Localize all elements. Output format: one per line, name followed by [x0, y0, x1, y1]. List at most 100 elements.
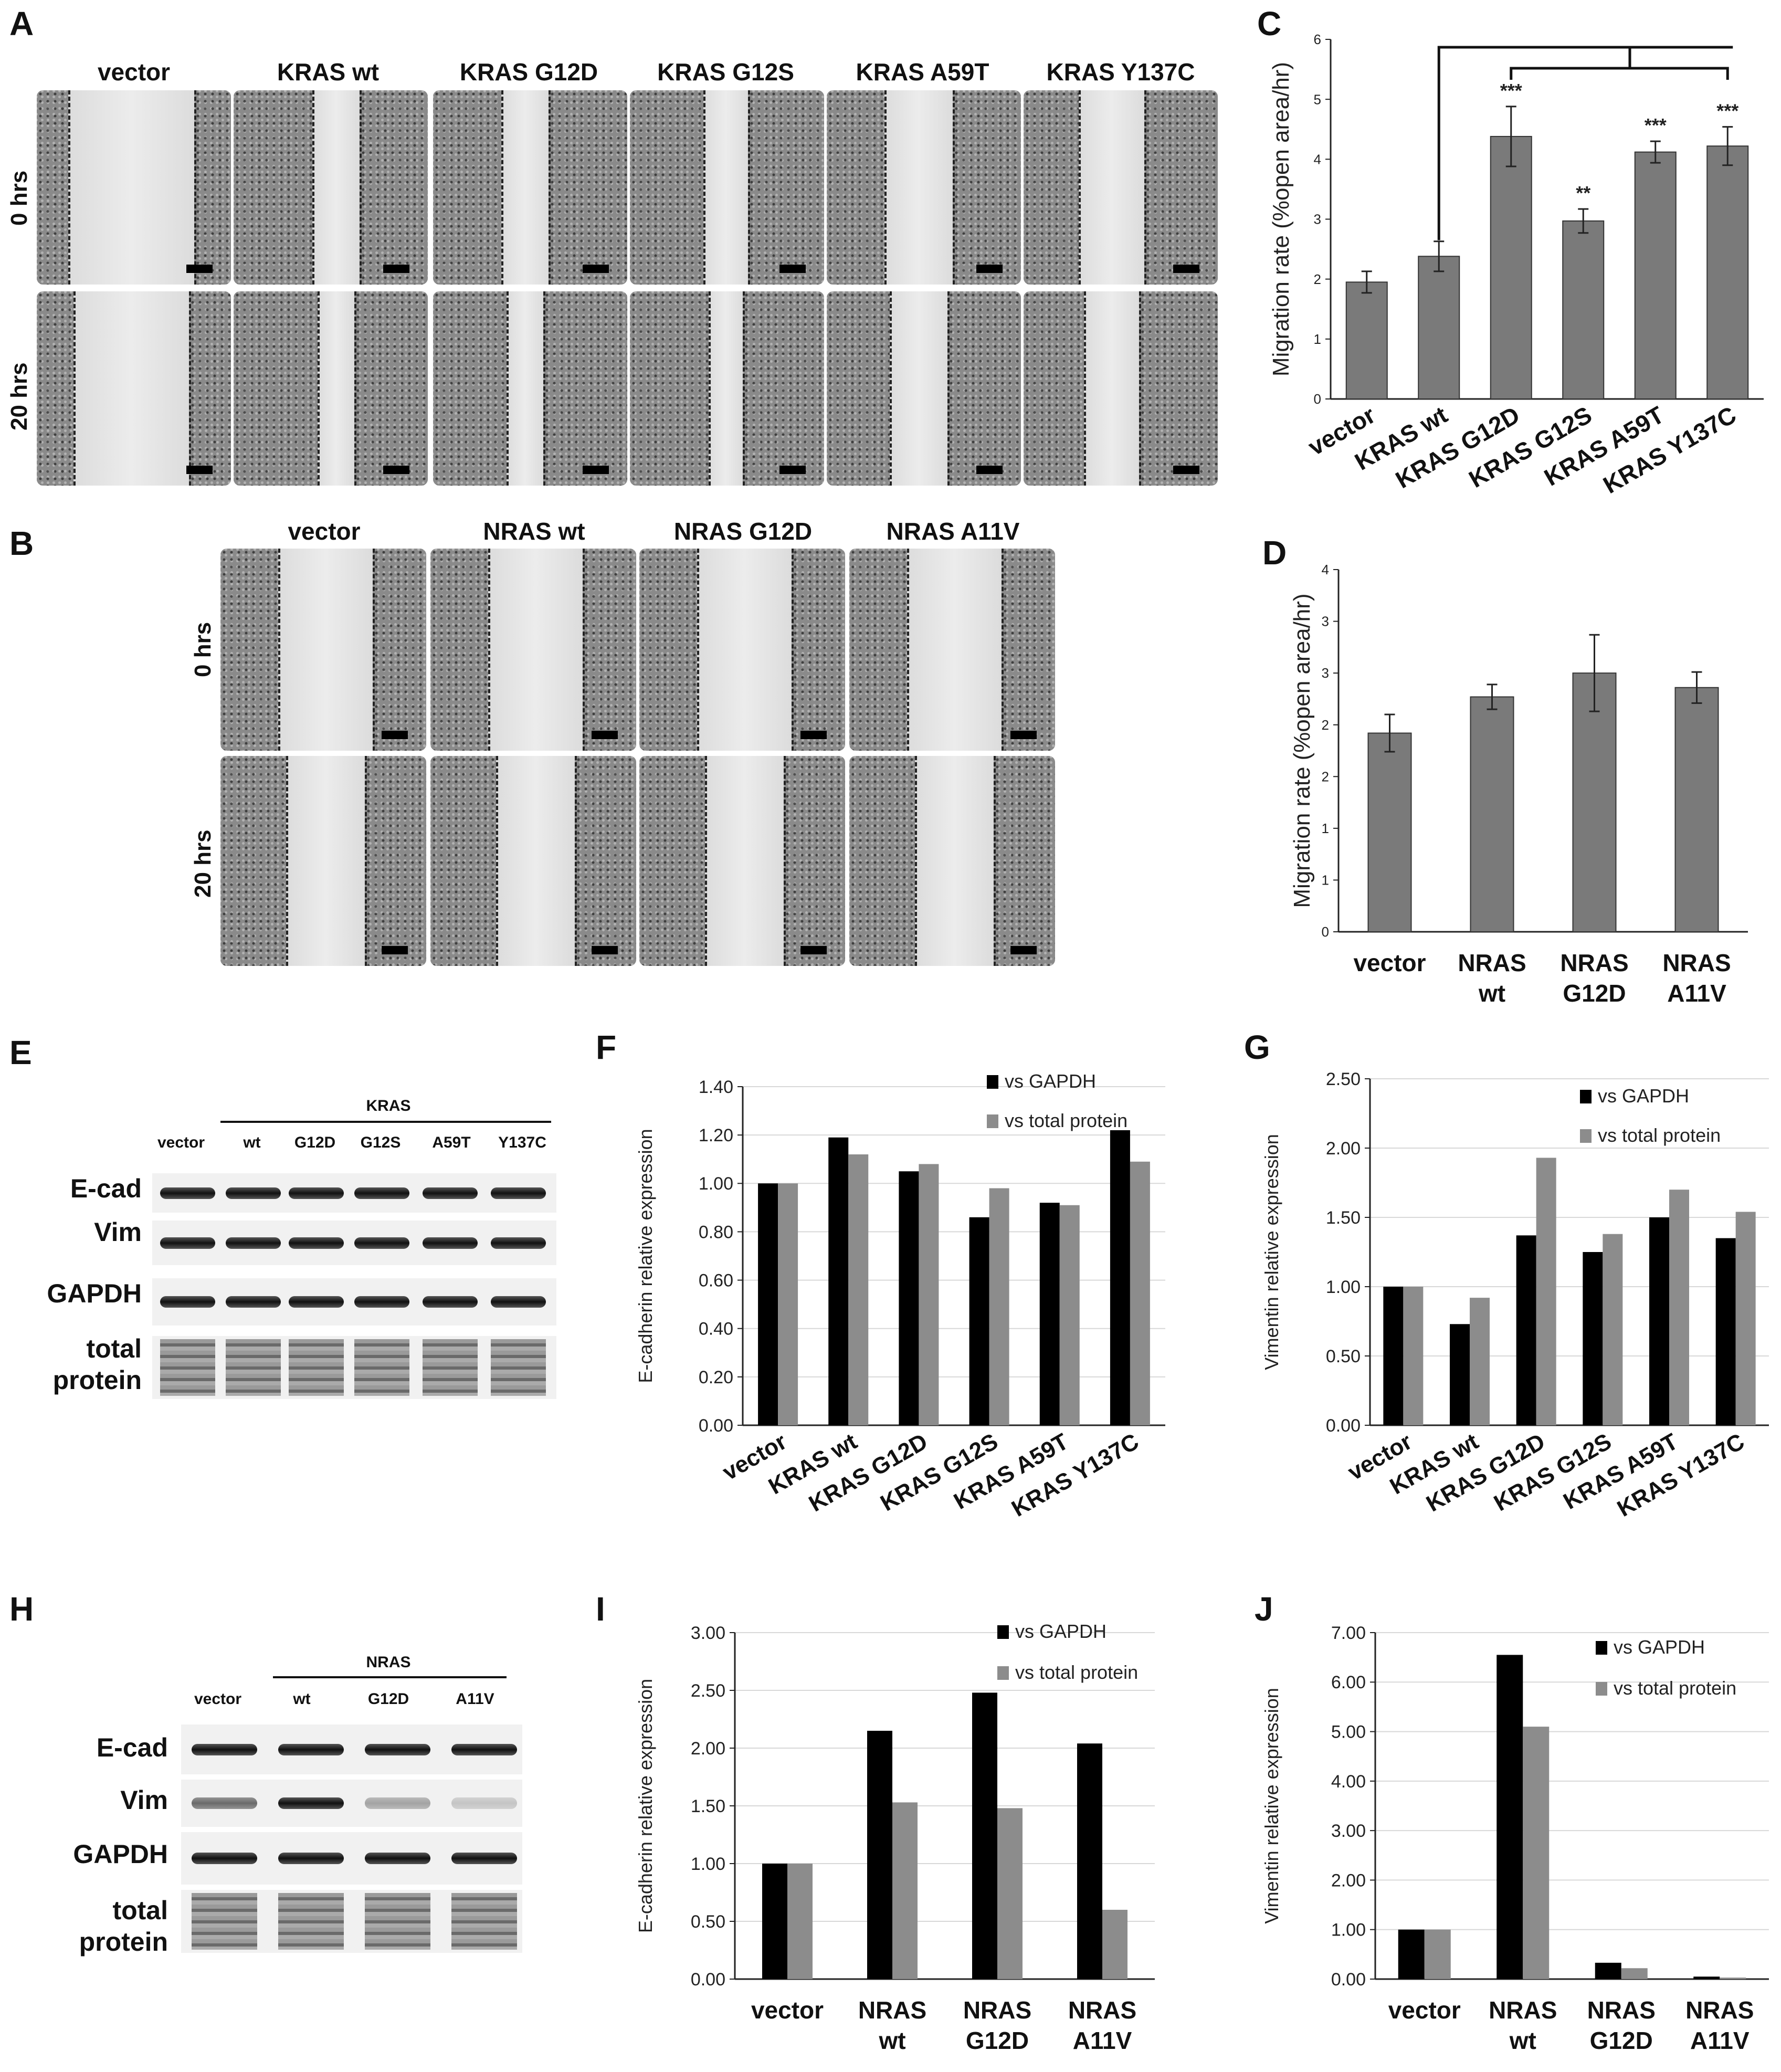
panel-e-lane-label: G12S — [360, 1134, 401, 1151]
bar-total-protein — [919, 1164, 939, 1425]
scale-bar — [976, 265, 1003, 273]
x-tick-label: NRAS — [1489, 1996, 1557, 2024]
bar-gapdh — [899, 1171, 919, 1425]
x-tick-label: wt — [1478, 980, 1505, 1007]
scale-bar — [800, 946, 827, 954]
y-tick-label: 2.50 — [691, 1681, 725, 1701]
blot-h-total-protein — [181, 1890, 522, 1953]
scale-bar — [583, 466, 609, 474]
bar-gapdh — [969, 1217, 989, 1425]
y-tick-label: 1 — [1322, 821, 1329, 836]
panel-e-row-label: Vim — [94, 1217, 142, 1247]
x-tick-label: NRAS — [963, 1996, 1031, 2024]
x-tick-label: G12D — [966, 2027, 1029, 2054]
blot-e-total-protein — [152, 1336, 556, 1399]
bar — [1562, 220, 1605, 399]
panel-e-lane-label: A59T — [432, 1134, 471, 1151]
y-tick-label: 6.00 — [1331, 1673, 1366, 1692]
y-tick-label: 1.50 — [1326, 1208, 1361, 1228]
y-tick-label: 0.80 — [699, 1222, 733, 1242]
micrograph-a-20hrs — [234, 291, 428, 486]
panel-h-lane-label: A11V — [456, 1690, 494, 1708]
scale-bar — [592, 946, 618, 954]
panel-a-col-title: KRAS Y137C — [1046, 58, 1195, 86]
legend-swatch — [997, 1666, 1009, 1680]
panel-h-lane-label: wt — [293, 1690, 311, 1708]
bar-gapdh — [1595, 1962, 1621, 1979]
panel-a-col-title: KRAS wt — [277, 58, 380, 86]
legend-label: vs GAPDH — [1598, 1085, 1689, 1107]
y-tick-label: 1.40 — [699, 1077, 733, 1097]
y-tick-label: 1.00 — [691, 1854, 725, 1874]
panel-h-row-label: Vim — [120, 1785, 168, 1815]
y-tick-label: 1 — [1314, 331, 1321, 347]
scale-bar — [186, 265, 213, 273]
legend-swatch — [1580, 1090, 1592, 1103]
panel-e-row-label: GAPDH — [47, 1279, 142, 1308]
y-tick-label: 3.00 — [691, 1623, 725, 1643]
panel-a-col-title: vector — [97, 58, 171, 86]
x-tick-label: NRAS — [1685, 1996, 1754, 2024]
bar-gapdh — [1450, 1324, 1470, 1425]
panel-h-lane-label: G12D — [367, 1690, 409, 1708]
significance-mark: *** — [1716, 100, 1738, 122]
bar-total-protein — [989, 1188, 1009, 1425]
bar-total-protein — [1669, 1190, 1689, 1425]
scale-bar — [382, 731, 408, 739]
legend-label: vs total protein — [1598, 1124, 1721, 1146]
panel-e-row-label: protein — [52, 1365, 142, 1395]
y-tick-label: 2.00 — [1326, 1139, 1361, 1159]
bar-total-protein — [1720, 1978, 1746, 1979]
y-tick-label: 0 — [1322, 924, 1329, 940]
y-tick-label: 2.00 — [691, 1739, 725, 1759]
micrograph-b-0hrs — [220, 549, 426, 751]
y-tick-label: 2.00 — [1331, 1870, 1366, 1890]
significance-mark: ** — [1576, 182, 1590, 204]
x-tick-label: G12D — [1563, 980, 1626, 1007]
chart-d-migration-nras: 0 1 1 2 2 3 3 4 Migration rate (%open area/hr) ve… — [1289, 562, 1748, 1007]
bar-gapdh — [828, 1137, 849, 1425]
x-tick-label: vector — [751, 1996, 824, 2024]
panel-h-row-label: E-cad — [96, 1733, 168, 1762]
legend-swatch — [997, 1625, 1009, 1639]
bar-gapdh — [1693, 1976, 1720, 1979]
blot-h-gapdh — [181, 1832, 522, 1885]
bar — [1470, 696, 1514, 932]
scale-bar — [779, 265, 806, 273]
x-tick-label: wt — [878, 2027, 905, 2054]
bar-gapdh — [1398, 1929, 1425, 1979]
panel-a-col-title: KRAS G12S — [657, 58, 794, 86]
blot-e-ecad — [152, 1173, 556, 1213]
scale-bar — [186, 466, 213, 474]
panel-label-d: D — [1262, 534, 1287, 572]
panel-e-lane-label: Y137C — [498, 1134, 546, 1151]
bar — [1634, 151, 1677, 399]
bar-total-protein — [778, 1183, 798, 1425]
bar — [1674, 687, 1719, 932]
bar-gapdh — [1497, 1655, 1523, 1979]
significance-mark: *** — [1500, 80, 1522, 101]
micrograph-b-20hrs — [220, 756, 426, 966]
micrograph-b-20hrs — [849, 756, 1055, 966]
panel-e-lane-label: vector — [157, 1134, 205, 1151]
bar-total-protein — [892, 1802, 918, 1979]
micrograph-a-20hrs — [1024, 291, 1218, 486]
panel-e-row-label: E-cad — [70, 1174, 142, 1203]
y-tick-label: 0 — [1314, 391, 1321, 407]
panel-e-lane-label: G12D — [294, 1134, 336, 1151]
panel-a-row-title: 20 hrs — [6, 362, 32, 430]
panel-label-e: E — [9, 1034, 32, 1071]
y-tick-label: 1.00 — [699, 1174, 733, 1194]
panel-a-col-title: KRAS A59T — [856, 58, 989, 86]
x-tick-label: NRAS — [1587, 1996, 1656, 2024]
panel-e-lane-label: wt — [243, 1134, 261, 1151]
y-tick-label: 2 — [1322, 717, 1329, 733]
x-tick-label: G12D — [1590, 2027, 1653, 2054]
panel-label-b: B — [9, 524, 34, 562]
x-tick-label: vector — [1353, 949, 1426, 976]
panel-label-c: C — [1257, 5, 1282, 43]
scale-bar — [1173, 466, 1199, 474]
significance-mark: *** — [1645, 114, 1667, 136]
y-tick-label: 0.50 — [691, 1912, 725, 1932]
